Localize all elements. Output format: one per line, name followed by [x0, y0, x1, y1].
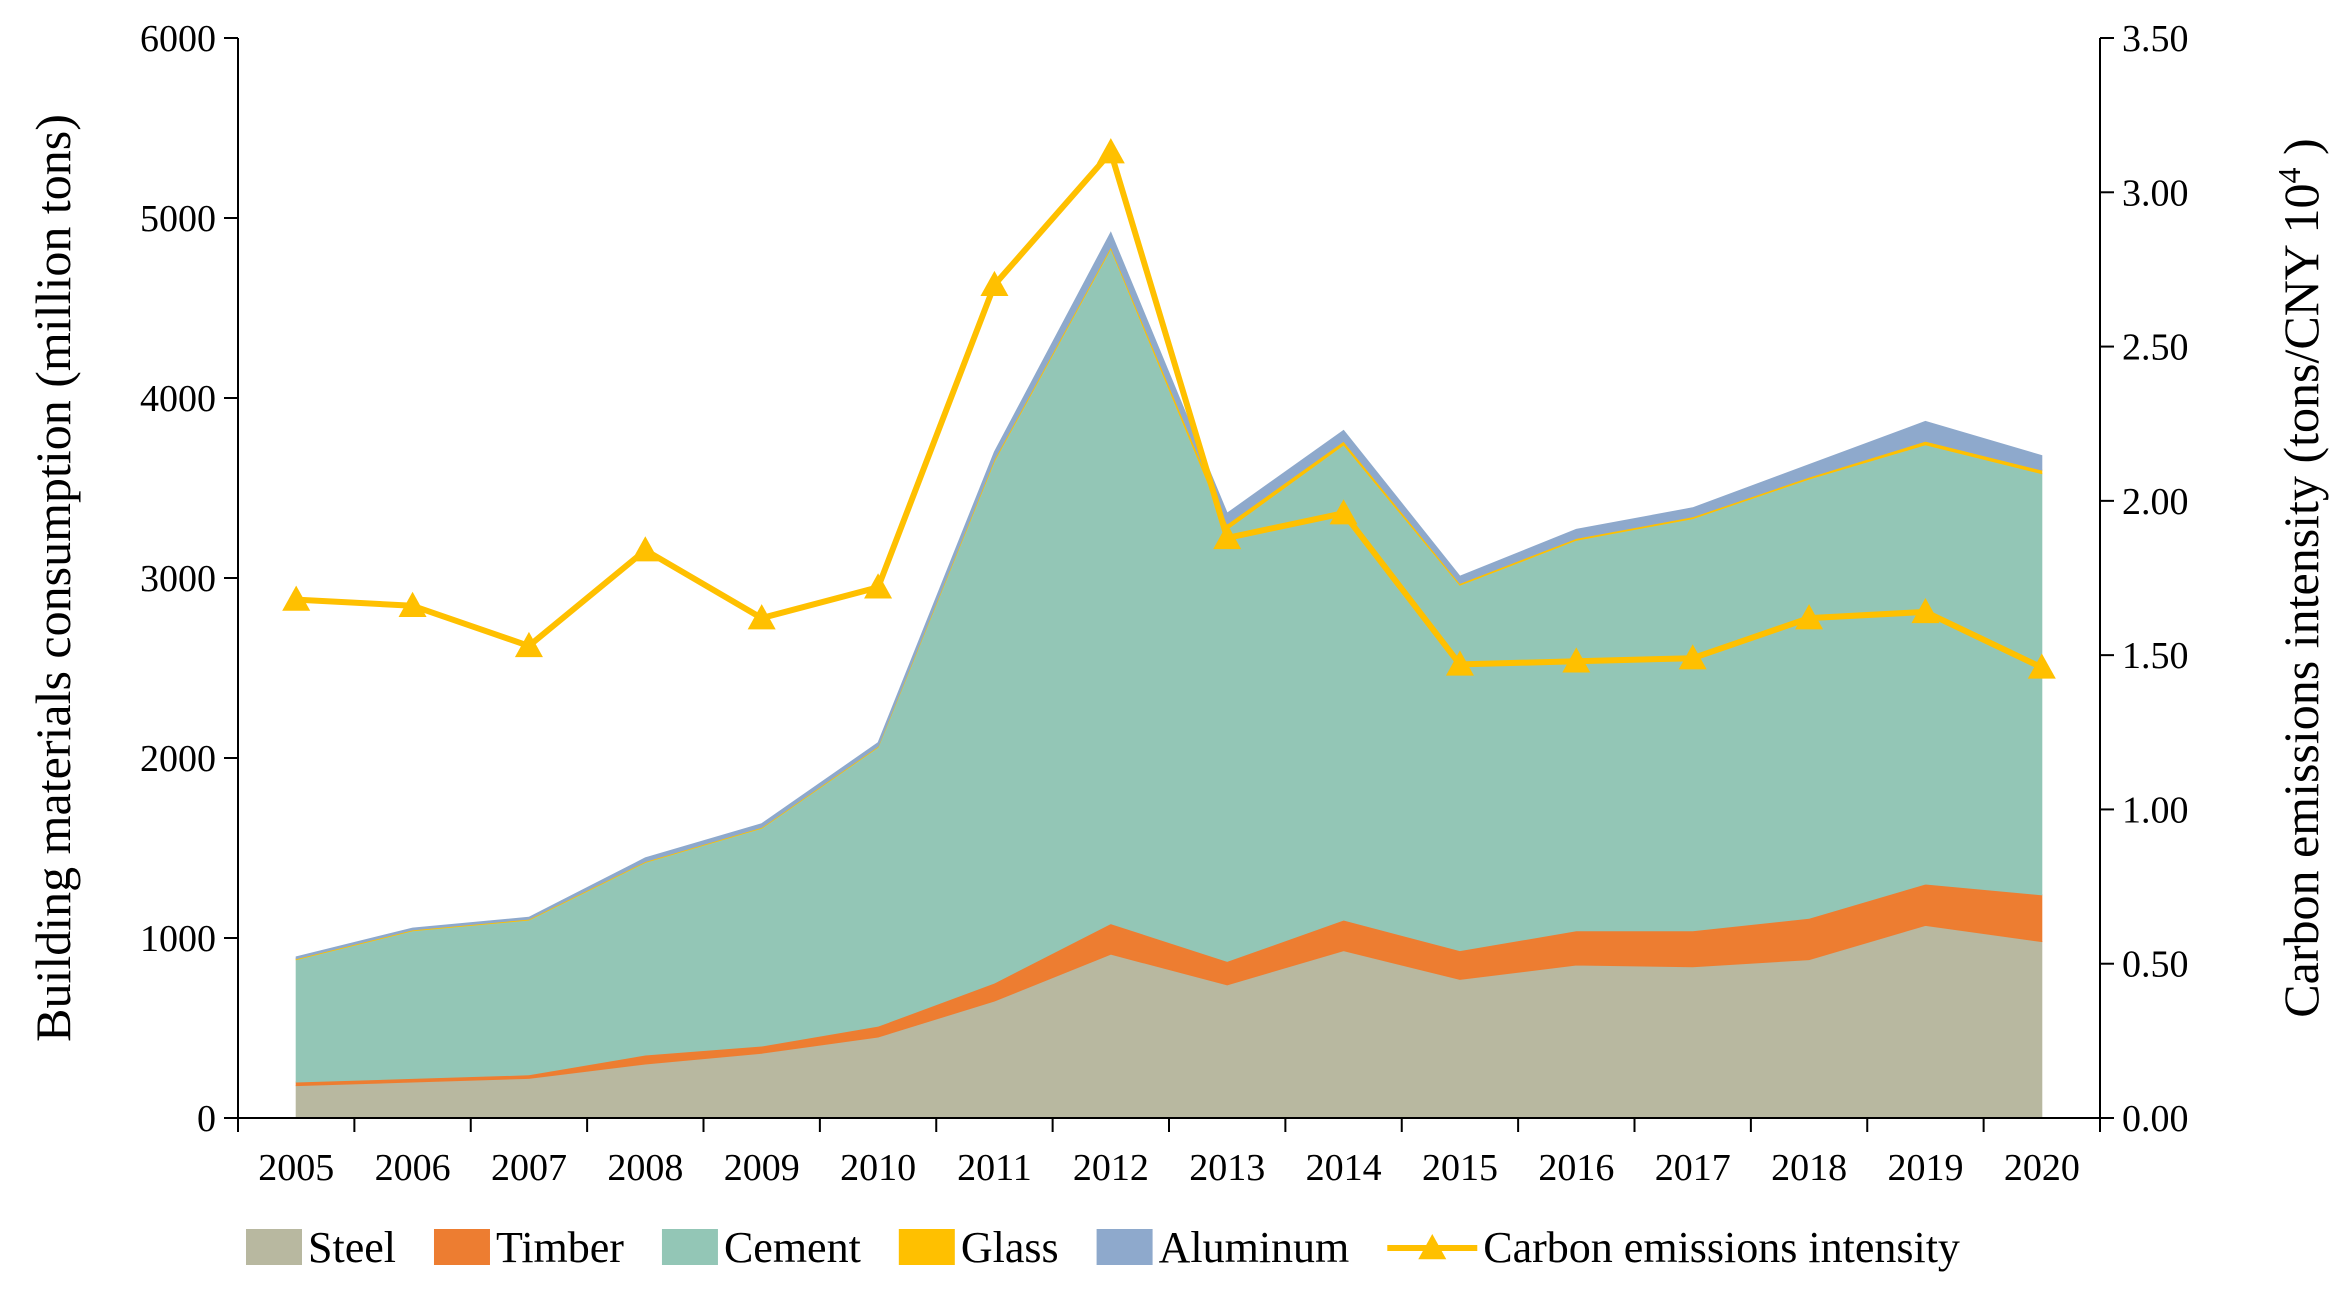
legend-label-carbon-emissions-intensity: Carbon emissions intensity — [1483, 1223, 1960, 1272]
emissions-marker-2014 — [1329, 499, 1358, 525]
x-tick-label-2013: 2013 — [1189, 1147, 1265, 1189]
emissions-marker-2013 — [1213, 523, 1242, 550]
legend-label-steel: Steel — [308, 1223, 396, 1272]
right-tick-label-0.00: 0.00 — [2122, 1098, 2189, 1140]
x-tick-label-2018: 2018 — [1771, 1147, 1847, 1189]
emissions-marker-2005 — [282, 585, 311, 611]
emissions-marker-2018 — [1795, 604, 1824, 630]
x-tick-label-2007: 2007 — [491, 1147, 567, 1189]
x-tick-label-2008: 2008 — [607, 1147, 683, 1189]
x-tick-label-2014: 2014 — [1306, 1147, 1382, 1189]
x-tick-labels: 2005 2006 2007 2008 2009 2010 2011 2012 2013 2014… — [237, 1118, 2101, 1189]
emissions-marker-2012 — [1096, 138, 1125, 164]
legend-swatch-aluminum — [1096, 1229, 1153, 1265]
emissions-marker-2009 — [747, 604, 776, 630]
legend-label-timber: Timber — [496, 1223, 624, 1272]
right-tick-label-2.00: 2.00 — [2122, 481, 2189, 523]
area-aluminum — [295, 231, 2043, 960]
left-tick-labels: 0 1000 2000 3000 4000 5000 6000 — [140, 18, 238, 1140]
x-tick-label-2017: 2017 — [1655, 1147, 1731, 1189]
emissions-marker-2006 — [398, 591, 427, 617]
legend-swatch-timber — [433, 1229, 490, 1265]
left-tick-label-3000: 3000 — [140, 558, 216, 600]
right-tick-label-0.50: 0.50 — [2122, 944, 2189, 986]
right-tick-label-2.50: 2.50 — [2122, 327, 2189, 369]
legend-swatch-cement — [661, 1229, 718, 1265]
x-tick-label-2020: 2020 — [2004, 1147, 2080, 1189]
x-tick-label-2015: 2015 — [1422, 1147, 1498, 1189]
emissions-marker-2007 — [514, 631, 543, 658]
left-tick-label-5000: 5000 — [140, 198, 216, 240]
left-tick-label-2000: 2000 — [140, 738, 216, 780]
left-tick-label-1000: 1000 — [140, 918, 216, 960]
x-tick-label-2019: 2019 — [1887, 1147, 1963, 1189]
carbon-emissions-intensity-line — [296, 149, 2044, 671]
x-tick-label-2005: 2005 — [258, 1147, 334, 1189]
right-tick-label-1.00: 1.00 — [2122, 789, 2189, 831]
emissions-marker-2008 — [631, 536, 660, 562]
x-tick-label-2012: 2012 — [1073, 1147, 1149, 1189]
legend-label-glass: Glass — [961, 1223, 1059, 1272]
left-tick-label-4000: 4000 — [140, 378, 216, 420]
legend: Steel Timber Cement Glass Aluminum Carbon emi… — [246, 1223, 1960, 1272]
x-tick-label-2006: 2006 — [375, 1147, 451, 1189]
x-tick-label-2011: 2011 — [957, 1147, 1032, 1189]
left-tick-label-6000: 6000 — [140, 18, 216, 60]
legend-label-aluminum: Aluminum — [1159, 1223, 1350, 1272]
right-axis-title-suffix: ) — [2273, 138, 2329, 167]
emissions-marker-2017 — [1678, 644, 1707, 670]
stacked-areas — [295, 231, 2043, 1119]
right-axis-title-main: Carbon emissions intensity (tons/CNY 10 — [2273, 183, 2329, 1017]
legend-marker-carbon-emissions-intensity — [1418, 1234, 1447, 1260]
legend-swatch-steel — [246, 1229, 302, 1265]
right-tick-label-1.50: 1.50 — [2122, 635, 2189, 677]
right-axis-title-superscript: 4 — [2271, 167, 2307, 183]
left-axis-title: Building materials consumption (million … — [25, 114, 81, 1042]
right-tick-labels: 0.00 0.50 1.00 1.50 2.00 2.50 3.00 3.50 — [2100, 18, 2189, 1140]
emissions-marker-2010 — [864, 573, 893, 599]
emissions-marker-2015 — [1445, 650, 1474, 676]
x-tick-label-2010: 2010 — [840, 1147, 916, 1189]
legend-label-cement: Cement — [724, 1223, 861, 1272]
emissions-marker-2019 — [1911, 597, 1940, 624]
left-tick-label-0: 0 — [197, 1098, 216, 1140]
x-tick-label-2009: 2009 — [724, 1147, 800, 1189]
emissions-marker-2020 — [2027, 653, 2056, 679]
emissions-marker-2011 — [980, 270, 1009, 297]
right-tick-label-3.50: 3.50 — [2122, 18, 2189, 60]
x-tick-label-2016: 2016 — [1538, 1147, 1614, 1189]
emissions-line-layer — [282, 138, 2056, 679]
right-tick-label-3.00: 3.00 — [2122, 172, 2189, 214]
legend-swatch-glass — [898, 1229, 955, 1265]
emissions-marker-2016 — [1562, 647, 1591, 673]
right-axis-title: Carbon emissions intensity (tons/CNY 104… — [2271, 138, 2329, 1017]
